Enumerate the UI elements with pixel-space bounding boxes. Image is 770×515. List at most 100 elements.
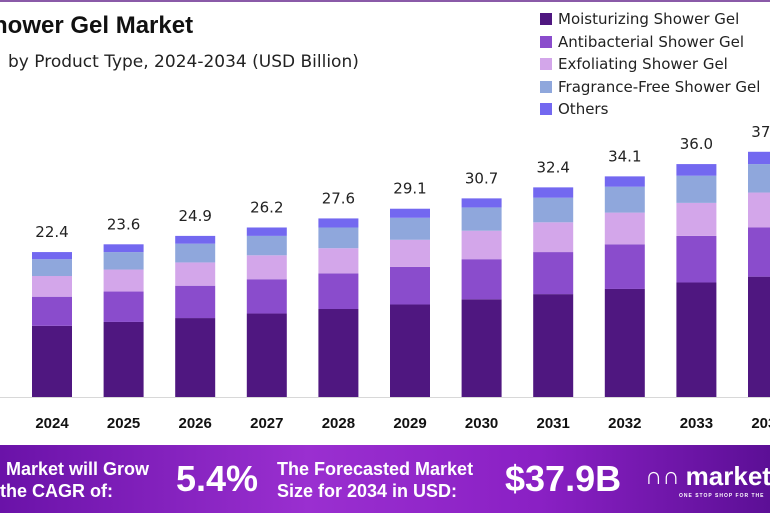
x-tick-label-2028: 2028 [322, 415, 355, 432]
legend-swatch [540, 58, 552, 71]
bar-segment-others-2031 [533, 187, 574, 198]
legend-item-fragrance-free: Fragrance-Free Shower Gel [540, 76, 760, 99]
forecast-label: The Forecasted Market Size for 2034 in U… [277, 458, 473, 502]
legend-label: Exfoliating Shower Gel [558, 55, 728, 74]
top-border [0, 0, 770, 2]
stacked-bar-chart: 22.4 2024 23.6 2025 24.9 2026 26.2 2027 27.6 2028… [0, 123, 770, 432]
bar-segment-exfoliating-shower-gel-2033 [676, 202, 717, 236]
forecast-label-line1: The Forecasted Market [277, 459, 474, 479]
bar-segment-others-2027 [246, 227, 287, 236]
total-label-2031: 32.4 [536, 158, 569, 176]
legend-swatch [540, 35, 552, 48]
bar-segment-moisturizing-shower-gel-2029 [390, 304, 430, 397]
legend-label: Moisturizing Shower Gel [558, 10, 740, 29]
total-label-2029: 29.1 [393, 180, 426, 198]
bar-segment-antibacterial-shower-gel-2028 [318, 273, 359, 310]
legend-item-moisturizing: Moisturizing Shower Gel [540, 8, 760, 31]
bar-segment-exfoliating-shower-gel-2034 [748, 192, 770, 228]
bar-segment-fragrance-free-shower-gel-2025 [103, 252, 144, 270]
x-tick-label-2024: 2024 [35, 415, 69, 432]
legend-label: Fragrance-Free Shower Gel [558, 77, 761, 96]
bar-segment-exfoliating-shower-gel-2030 [461, 230, 502, 260]
x-tick-label-2031: 2031 [537, 415, 570, 432]
bar-segment-fragrance-free-shower-gel-2032 [604, 186, 645, 213]
bar-segment-exfoliating-shower-gel-2027 [246, 255, 287, 280]
bar-segment-antibacterial-shower-gel-2029 [390, 266, 430, 305]
bar-segment-others-2030 [461, 198, 502, 208]
total-label-2025: 23.6 [107, 215, 140, 233]
bar-segment-moisturizing-shower-gel-2024 [32, 325, 72, 397]
cagr-label-line2: the CAGR of: [0, 481, 113, 501]
chart-subtitle: by Product Type, 2024-2034 (USD Billion) [8, 52, 359, 72]
logo-icon: ∩∩ [645, 462, 680, 490]
bar-segment-fragrance-free-shower-gel-2033 [676, 175, 717, 203]
bar-segment-moisturizing-shower-gel-2033 [676, 282, 717, 397]
bar-segment-moisturizing-shower-gel-2028 [318, 309, 359, 397]
bar-segment-others-2026 [175, 235, 216, 244]
bar-segment-exfoliating-shower-gel-2032 [604, 212, 645, 245]
bar-segment-exfoliating-shower-gel-2026 [175, 262, 216, 286]
x-tick-label-2029: 2029 [393, 415, 426, 432]
forecast-value: $37.9B [505, 458, 622, 499]
bar-segment-fragrance-free-shower-gel-2031 [533, 197, 574, 223]
forecast-label-line2: Size for 2034 in USD: [277, 481, 458, 501]
chart-title: Shower Gel Market [0, 12, 194, 39]
bar-segment-antibacterial-shower-gel-2027 [246, 279, 287, 314]
x-tick-label-2030: 2030 [465, 415, 498, 432]
x-tick-label-2034: 2034 [751, 415, 770, 432]
bar-segment-others-2028 [318, 218, 359, 228]
cagr-value: 5.4% [176, 458, 259, 499]
bar-segment-others-2029 [390, 208, 430, 218]
logo-tagline: ONE STOP SHOP FOR THE [679, 493, 765, 499]
summary-banner: Market will Grow the CAGR of: 5.4% The F… [0, 445, 770, 513]
bar-segment-exfoliating-shower-gel-2024 [32, 276, 72, 297]
cagr-label: Market will Grow the CAGR of: [0, 458, 150, 502]
bar-segment-moisturizing-shower-gel-2026 [175, 318, 216, 397]
bar-segment-others-2033 [676, 164, 717, 176]
legend-label: Antibacterial Shower Gel [558, 32, 745, 51]
total-label-2034: 37.9 [751, 123, 770, 141]
bar-segment-others-2032 [604, 176, 645, 187]
bar-segment-others-2034 [748, 151, 770, 165]
bar-segment-antibacterial-shower-gel-2031 [533, 252, 574, 295]
legend-label: Others [558, 100, 609, 119]
x-tick-label-2032: 2032 [608, 415, 641, 432]
bar-segment-fragrance-free-shower-gel-2026 [175, 243, 216, 263]
total-label-2024: 22.4 [35, 223, 68, 241]
bar-segment-fragrance-free-shower-gel-2030 [461, 207, 502, 231]
bar-segment-antibacterial-shower-gel-2024 [32, 296, 72, 326]
total-label-2033: 36.0 [680, 135, 713, 153]
legend-swatch [540, 13, 552, 26]
bar-segment-others-2024 [32, 252, 72, 260]
total-label-2027: 26.2 [250, 198, 283, 216]
bar-segment-antibacterial-shower-gel-2025 [103, 291, 144, 322]
cagr-label-line1: Market will Grow [6, 459, 150, 479]
bar-segment-moisturizing-shower-gel-2034 [748, 276, 770, 397]
brand-logo: ∩∩ market ONE STOP SHOP FOR THE [645, 461, 770, 499]
x-tick-label-2026: 2026 [179, 415, 212, 432]
legend-item-others: Others [540, 98, 760, 121]
total-label-2028: 27.6 [322, 189, 355, 207]
bar-segment-antibacterial-shower-gel-2026 [175, 285, 216, 319]
x-tick-label-2025: 2025 [107, 415, 140, 432]
legend-swatch [540, 103, 552, 116]
bar-segment-moisturizing-shower-gel-2027 [246, 313, 287, 397]
bar-segment-fragrance-free-shower-gel-2027 [246, 235, 287, 256]
x-tick-label-2027: 2027 [250, 415, 283, 432]
legend: Moisturizing Shower Gel Antibacterial Sh… [540, 8, 760, 121]
bar-segment-exfoliating-shower-gel-2028 [318, 248, 359, 274]
bar-segment-others-2025 [103, 244, 144, 253]
total-label-2026: 24.9 [178, 207, 211, 225]
legend-item-antibacterial: Antibacterial Shower Gel [540, 31, 760, 54]
bar-segment-fragrance-free-shower-gel-2024 [32, 259, 72, 277]
logo-text: market [685, 461, 770, 491]
total-label-2032: 34.1 [608, 147, 641, 165]
bar-segment-antibacterial-shower-gel-2032 [604, 244, 645, 289]
total-label-2030: 30.7 [465, 169, 498, 187]
bar-segment-moisturizing-shower-gel-2025 [103, 321, 144, 397]
bar-segment-exfoliating-shower-gel-2025 [103, 269, 144, 292]
bar-segment-moisturizing-shower-gel-2030 [461, 299, 502, 397]
bar-segment-moisturizing-shower-gel-2032 [604, 288, 645, 397]
bar-segment-fragrance-free-shower-gel-2029 [390, 217, 430, 240]
x-tick-label-2033: 2033 [680, 415, 713, 432]
